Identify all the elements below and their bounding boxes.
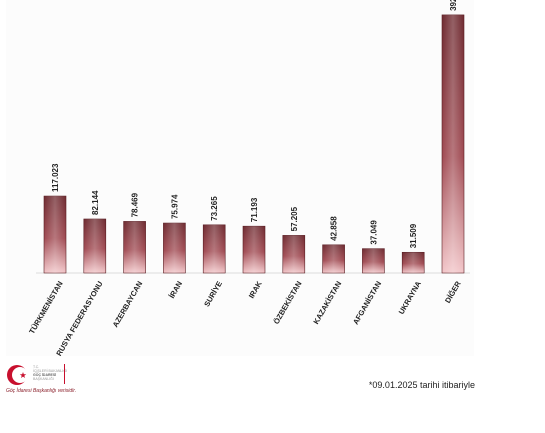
value-label: 73.265 (210, 196, 219, 221)
value-label: 82.144 (91, 190, 100, 215)
value-label: 71.193 (250, 197, 259, 222)
bar-shine (83, 218, 106, 273)
logo-subtitle: Göç İdaresi Başkanlığı verisidir. (6, 388, 77, 394)
bar-shine (282, 235, 305, 273)
bar-shine (163, 223, 186, 273)
value-label: 57.205 (290, 206, 299, 231)
value-label: 117.023 (51, 163, 60, 192)
chart-panel (6, 0, 474, 356)
value-label: 75.974 (170, 194, 179, 219)
logo-divider (64, 364, 65, 384)
date-footnote: *09.01.2025 tarihi itibariyle (368, 380, 475, 390)
value-label: 31.509 (409, 223, 418, 248)
bar-shine (44, 196, 66, 273)
bar-shine (322, 244, 345, 273)
bar-shine (123, 221, 146, 273)
value-label: 392.546 (449, 0, 458, 11)
bar-shine (203, 224, 226, 273)
value-label: 78.469 (131, 192, 140, 217)
bar-shine (442, 14, 464, 274)
crescent-star-icon (7, 365, 28, 385)
logo-text: T.C. İÇİŞLERİ BAKANLIĞI GÖÇ İDARESİ BAŞK… (33, 365, 68, 381)
value-label: 37.049 (369, 220, 378, 245)
value-label: 42.858 (330, 216, 339, 241)
logo: T.C. İÇİŞLERİ BAKANLIĞI GÖÇ İDARESİ BAŞK… (6, 362, 72, 398)
bar-shine (402, 252, 425, 273)
bar-shine (243, 226, 265, 273)
bar-shine (362, 248, 385, 273)
